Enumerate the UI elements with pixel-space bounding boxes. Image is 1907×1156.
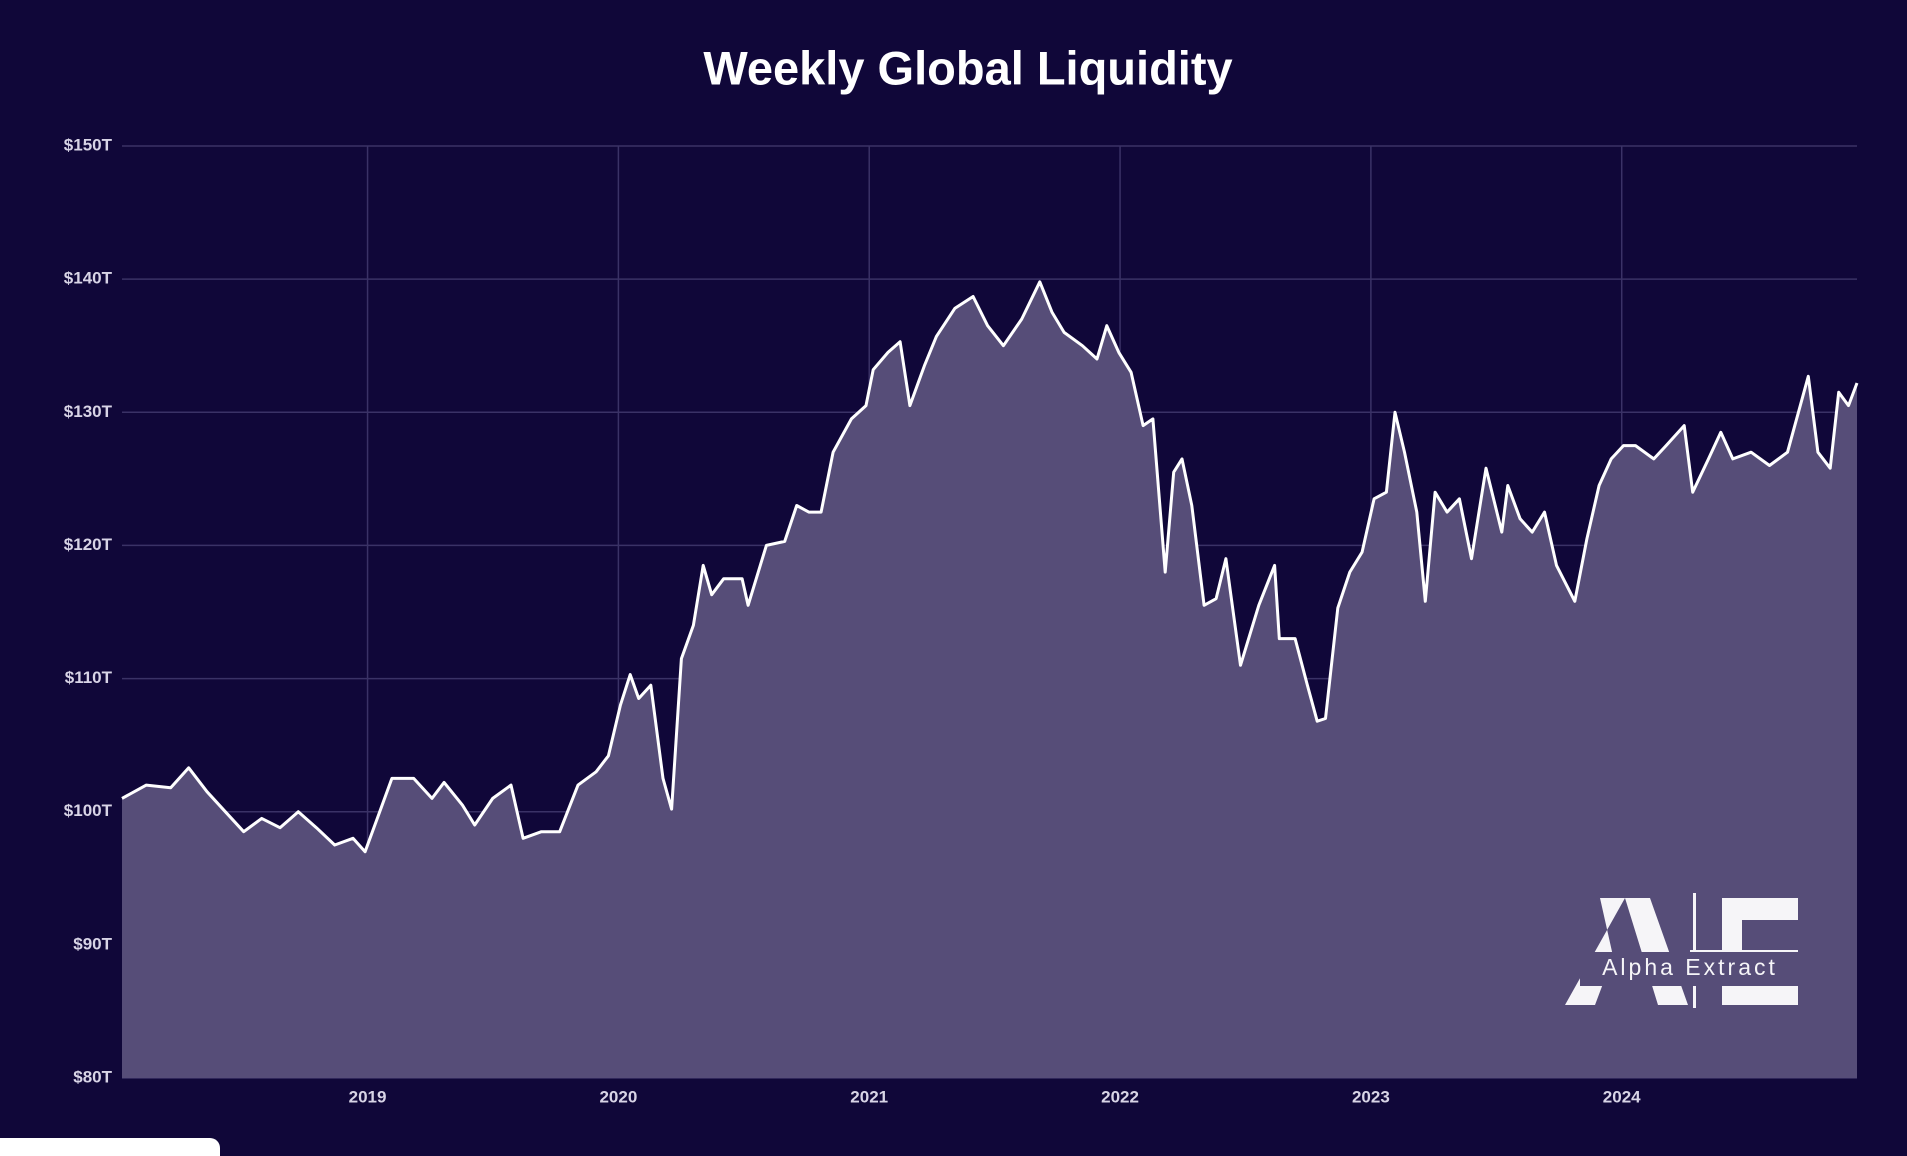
y-tick-label: $150T	[64, 135, 113, 154]
chart-title: Weekly Global Liquidity	[703, 41, 1232, 94]
x-tick-label: 2019	[349, 1087, 387, 1106]
y-tick-label: $120T	[64, 535, 113, 554]
logo-band	[1580, 952, 1802, 986]
y-tick-label: $110T	[65, 668, 113, 687]
x-tick-label: 2022	[1101, 1087, 1139, 1106]
logo: Alpha Extract	[1565, 893, 1802, 1008]
x-tick-label: 2024	[1603, 1087, 1641, 1106]
corner-widget	[0, 1138, 220, 1156]
x-tick-label: 2020	[599, 1087, 637, 1106]
plot	[121, 280, 1859, 1078]
x-tick-label: 2021	[850, 1087, 888, 1106]
y-tick-label: $80T	[73, 1067, 112, 1086]
x-tick-label: 2023	[1352, 1087, 1390, 1106]
y-tick-label: $90T	[73, 934, 112, 953]
watermark: Alpha Extract	[1602, 954, 1778, 980]
line	[121, 280, 1859, 854]
y-tick-label: $100T	[64, 801, 113, 820]
area	[122, 281, 1857, 1078]
y-tick-label: $140T	[64, 269, 113, 288]
y-tick-label: $130T	[64, 402, 113, 421]
